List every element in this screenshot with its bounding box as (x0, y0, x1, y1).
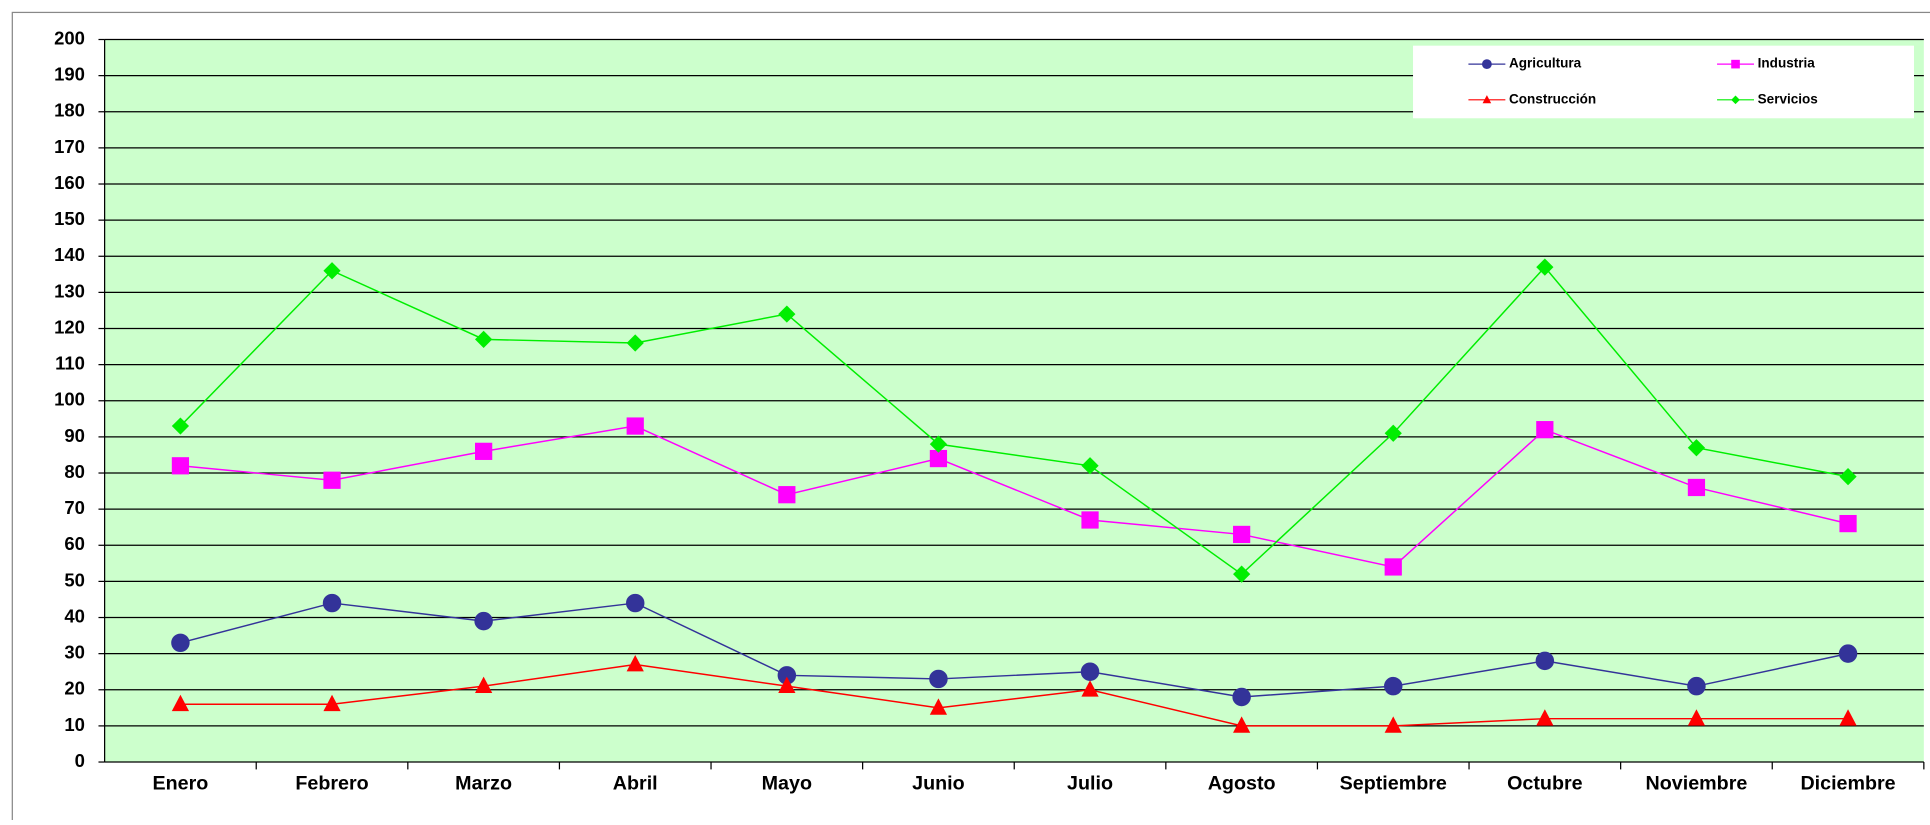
marker (1687, 439, 1706, 457)
marker (1233, 525, 1251, 544)
marker (322, 593, 342, 613)
series-line (180, 602, 1849, 698)
marker (1080, 662, 1100, 681)
x-tick-label: Noviembre (1646, 772, 1748, 794)
marker (1481, 59, 1492, 70)
y-tick-label: 180 (54, 100, 85, 121)
y-tick-label: 90 (64, 425, 85, 446)
y-tick-label: 200 (54, 27, 85, 48)
x-tick-label: Febrero (295, 772, 368, 794)
marker (626, 417, 644, 435)
marker (475, 442, 493, 460)
y-tick-label: 170 (54, 136, 85, 157)
legend-label: Servicios (1758, 91, 1818, 106)
marker (929, 698, 948, 715)
marker (778, 305, 796, 323)
marker (1081, 511, 1099, 529)
marker (625, 593, 645, 613)
x-tick-label: Mayo (762, 772, 812, 794)
marker (1232, 687, 1251, 707)
legend-label: Agricultura (1509, 56, 1582, 71)
marker (626, 334, 644, 352)
y-tick-label: 20 (64, 678, 85, 699)
y-tick-label: 40 (64, 605, 85, 626)
x-tick-label: Agosto (1208, 772, 1276, 794)
marker (1081, 680, 1099, 697)
marker (1384, 676, 1403, 696)
y-tick-label: 70 (64, 497, 85, 518)
legend-label: Industria (1758, 56, 1816, 71)
marker (171, 457, 190, 475)
marker (1687, 478, 1706, 497)
x-tick-label: Abril (613, 772, 658, 794)
marker (1482, 95, 1492, 104)
marker (475, 676, 493, 694)
x-tick-label: Enero (153, 772, 209, 794)
marker (929, 435, 948, 453)
marker (1384, 558, 1402, 576)
x-tick-label: Junio (912, 772, 964, 794)
y-tick-label: 30 (64, 642, 85, 663)
y-tick-label: 110 (55, 353, 85, 374)
marker (1731, 59, 1740, 69)
y-tick-label: 140 (54, 244, 85, 265)
x-tick-label: Julio (1067, 772, 1113, 794)
marker (171, 694, 190, 712)
x-tick-label: Septiembre (1340, 772, 1447, 794)
x-tick-label: Marzo (455, 772, 512, 794)
marker (1536, 421, 1554, 439)
marker (1536, 709, 1554, 726)
marker (778, 486, 796, 504)
marker (929, 669, 948, 689)
legend-label: Construcción (1509, 91, 1596, 106)
series-line (180, 425, 1849, 568)
y-tick-label: 100 (54, 389, 85, 410)
marker (929, 449, 948, 468)
x-tick-label: Diciembre (1800, 772, 1895, 794)
marker (474, 611, 493, 631)
marker (1384, 716, 1402, 733)
y-tick-label: 50 (64, 569, 85, 590)
marker (1839, 514, 1857, 533)
legend-box (1413, 45, 1914, 119)
y-tick-label: 10 (64, 714, 85, 735)
marker (475, 330, 493, 348)
y-tick-label: 150 (54, 208, 85, 229)
marker (1839, 709, 1857, 726)
series-line (179, 265, 1849, 576)
y-tick-label: 60 (64, 533, 85, 554)
x-tick-label: Octubre (1507, 772, 1583, 794)
marker (1838, 644, 1858, 663)
marker (626, 655, 644, 672)
y-tick-label: 80 (64, 461, 85, 482)
marker (1687, 676, 1706, 696)
y-tick-label: 190 (54, 64, 85, 85)
marker (323, 471, 341, 489)
marker (778, 676, 796, 694)
marker (323, 694, 341, 712)
marker (323, 262, 341, 280)
y-tick-label: 130 (54, 280, 85, 301)
y-tick-label: 0 (75, 750, 85, 771)
marker (1535, 651, 1555, 671)
y-tick-label: 120 (54, 316, 85, 337)
marker (1233, 716, 1251, 733)
series-line (180, 663, 1849, 727)
marker (171, 633, 190, 653)
y-tick-label: 160 (54, 172, 85, 193)
marker (1081, 457, 1099, 475)
marker (1687, 709, 1706, 726)
marker (1536, 258, 1554, 276)
marker (171, 417, 190, 435)
